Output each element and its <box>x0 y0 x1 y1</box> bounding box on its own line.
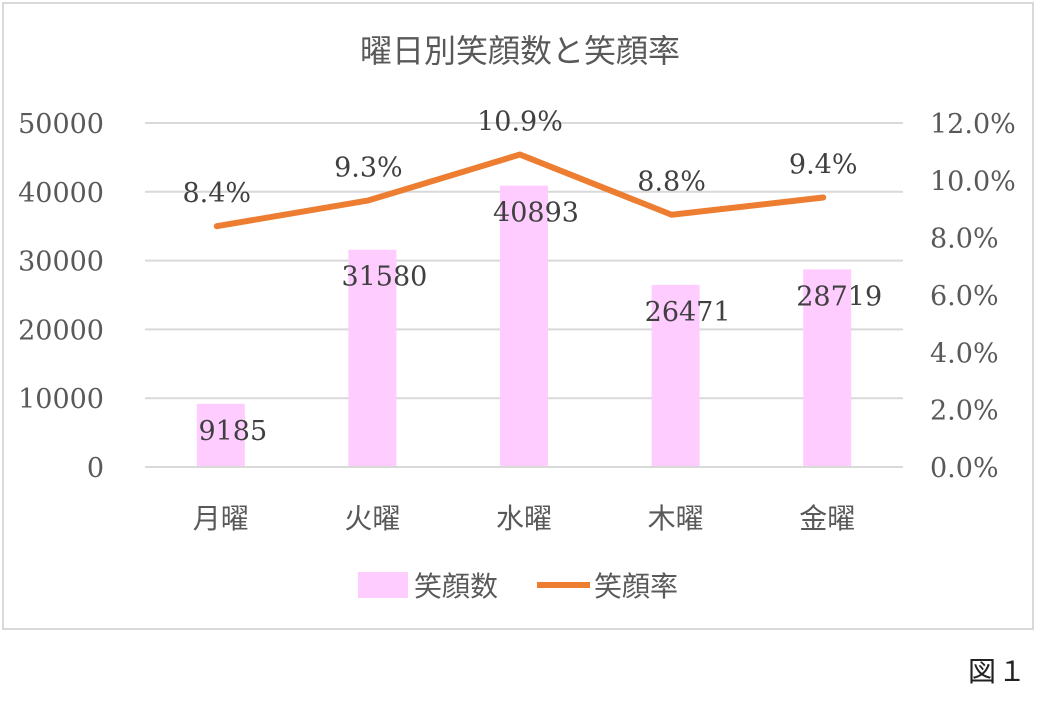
line-data-label: 9.4% <box>789 150 858 181</box>
legend: 笑顔数 笑顔率 <box>358 570 678 603</box>
bar-data-label: 9185 <box>198 416 267 447</box>
line-data-label: 8.4% <box>182 178 251 209</box>
y-right-tick-label: 2.0% <box>930 396 999 427</box>
bar-data-label: 40893 <box>493 198 579 229</box>
line-data-label: 10.9% <box>477 107 563 138</box>
bar <box>500 185 548 467</box>
bar-data-label: 28719 <box>796 281 882 312</box>
x-tick-label: 水曜 <box>496 502 552 535</box>
bar-series <box>196 185 852 467</box>
bar-data-label: 26471 <box>645 297 731 328</box>
bar-data-label: 31580 <box>341 262 427 293</box>
legend-label: 笑顔数 <box>414 570 498 603</box>
x-tick-label: 木曜 <box>648 502 704 535</box>
y-left-tick-label: 10000 <box>18 384 104 415</box>
chart-title: 曜日別笑顔数と笑顔率 <box>360 32 680 70</box>
y-right-tick-label: 4.0% <box>930 338 999 369</box>
line-point <box>519 153 521 156</box>
line-point <box>215 225 218 228</box>
y-right-tick-label: 6.0% <box>930 281 999 312</box>
y-left-tick-label: 30000 <box>18 247 104 278</box>
y-right-tick-label: 10.0% <box>930 166 1016 197</box>
bar <box>803 269 852 467</box>
y-left-tick-label: 20000 <box>18 315 104 346</box>
x-tick-label: 火曜 <box>344 502 400 535</box>
line-point <box>670 213 673 216</box>
y-right-tick-label: 0.0% <box>930 453 999 484</box>
y-left-tick-label: 50000 <box>18 109 104 140</box>
legend-label: 笑顔率 <box>594 570 678 603</box>
y-right-tick-label: 8.0% <box>930 224 999 255</box>
line-data-label: 9.3% <box>334 152 403 183</box>
figure-label: 図１ <box>968 655 1029 688</box>
line-point <box>822 196 825 199</box>
line-point <box>367 199 370 202</box>
bar <box>196 403 245 467</box>
legend-swatch-bar <box>358 572 408 598</box>
x-tick-label: 月曜 <box>193 502 249 535</box>
bar <box>348 249 397 467</box>
y-left-tick-label: 0 <box>87 453 104 484</box>
x-tick-label: 金曜 <box>799 502 855 535</box>
line-data-label: 8.8% <box>637 167 706 198</box>
y-right-tick-label: 12.0% <box>930 109 1016 140</box>
y-left-tick-label: 40000 <box>18 178 104 209</box>
line-series <box>213 151 827 230</box>
axes: 0 10000 20000 30000 40000 50000 0.0% 2.0% 4.0% 6.… <box>18 109 1016 535</box>
bar <box>651 284 700 467</box>
data-labels: 9185 31580 40893 26471 28719 8.4% 9.3% 10.9% 8.8… <box>182 107 882 447</box>
